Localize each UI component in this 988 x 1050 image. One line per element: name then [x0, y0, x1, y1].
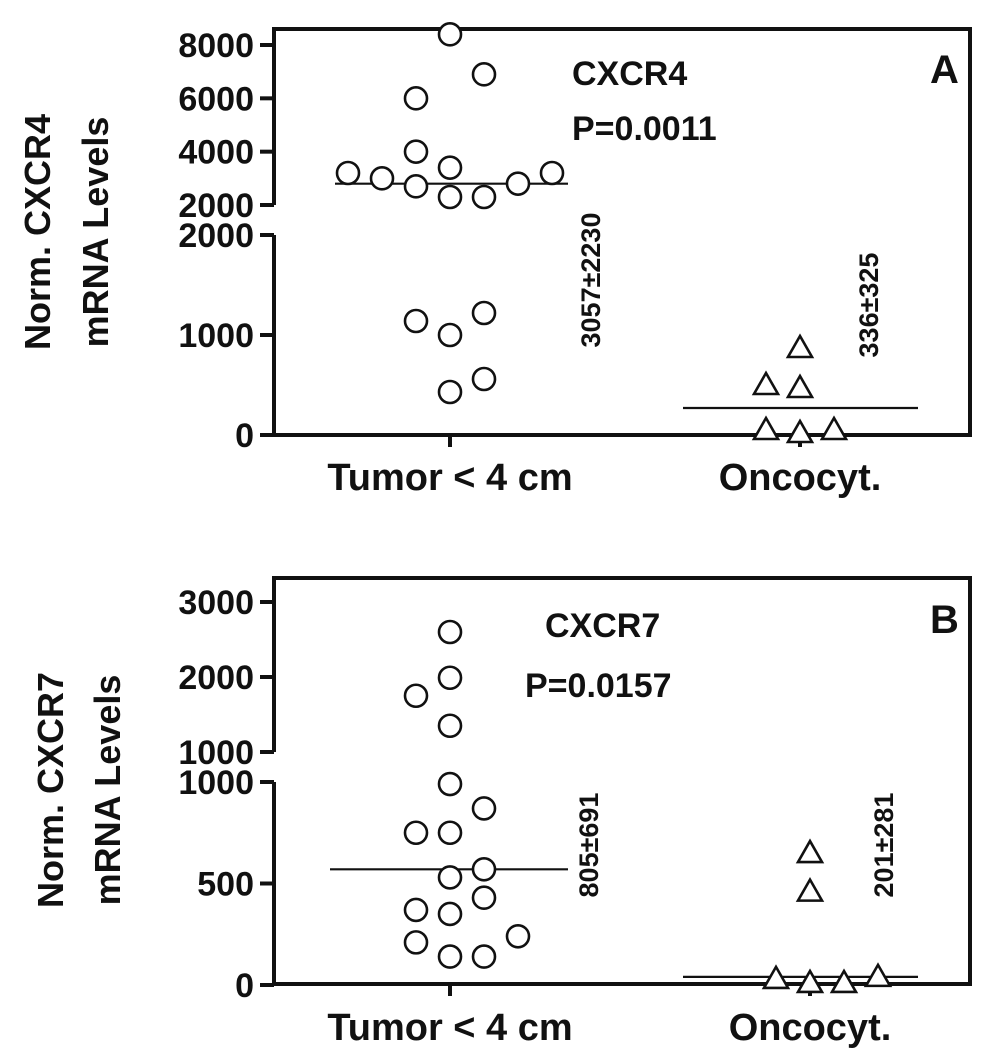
data-point-circle: [437, 820, 463, 846]
data-point-triangle: [761, 964, 791, 990]
data-point-circle: [403, 897, 429, 923]
data-point-circle: [335, 160, 361, 186]
data-point-triangle: [795, 876, 825, 902]
data-point-circle: [539, 160, 565, 186]
data-point-circle: [471, 944, 497, 969]
mean-sd-label: 3057±2230: [576, 213, 606, 348]
data-point-circle: [437, 379, 463, 405]
y-tick-label: 2000: [178, 659, 254, 697]
data-point-circle: [471, 796, 497, 821]
data-point-triangle: [829, 968, 859, 994]
data-point-circle: [403, 174, 429, 199]
data-point-triangle: [785, 373, 815, 399]
p-value-annotation: P=0.0157: [525, 667, 672, 705]
y-axis-label: mRNA Levels: [87, 675, 128, 906]
mean-sd-label: 336±325: [854, 253, 884, 358]
data-point-triangle: [863, 962, 893, 988]
data-point-triangle: [819, 415, 849, 441]
data-point-circle: [437, 771, 463, 797]
data-point-circle: [437, 322, 463, 348]
y-axis-label: Norm. CXCR4: [17, 114, 58, 350]
y-axis-label: mRNA Levels: [75, 117, 116, 348]
panel-letter: A: [930, 48, 959, 92]
data-point-circle: [403, 820, 429, 846]
data-point-triangle: [751, 415, 781, 441]
data-point-circle: [437, 155, 463, 180]
mean-sd-label: 201±281: [869, 793, 899, 898]
data-point-triangle: [751, 370, 781, 396]
data-point-circle: [437, 665, 463, 691]
data-point-circle: [437, 865, 463, 890]
data-point-circle: [471, 184, 497, 210]
data-point-circle: [437, 22, 463, 47]
y-tick-label: 8000: [178, 27, 254, 65]
y-tick-label: 1000: [178, 317, 254, 355]
data-point-circle: [471, 300, 497, 326]
data-point-circle: [403, 139, 429, 164]
data-point-circle: [437, 901, 463, 927]
data-point-circle: [403, 308, 429, 334]
data-point-triangle: [785, 333, 815, 359]
y-tick-label: 0: [235, 417, 254, 455]
chart-title: CXCR7: [545, 607, 660, 645]
y-tick-label: 4000: [178, 134, 254, 172]
y-tick-label: 1000: [178, 734, 254, 772]
y-tick-label: 1000: [178, 764, 254, 802]
y-tick-label: 2000: [178, 187, 254, 225]
data-point-circle: [471, 885, 497, 911]
data-point-triangle: [795, 838, 825, 864]
p-value-annotation: P=0.0011: [572, 110, 717, 148]
chart-title: CXCR4: [572, 55, 687, 93]
data-point-circle: [437, 944, 463, 969]
data-point-circle: [437, 619, 463, 645]
data-point-circle: [471, 856, 497, 882]
data-point-circle: [471, 366, 497, 392]
y-tick-label: 2000: [178, 217, 254, 255]
y-axis-label: Norm. CXCR7: [30, 672, 71, 908]
x-category-label: Oncocyt.: [719, 457, 882, 499]
plot-frame: [272, 576, 972, 986]
y-tick-label: 6000: [178, 80, 254, 118]
data-point-circle: [403, 683, 429, 709]
data-point-circle: [437, 713, 463, 739]
plot-frame: [272, 27, 972, 437]
mean-sd-label: 805±691: [574, 793, 604, 898]
y-tick-label: 0: [235, 967, 254, 1005]
data-point-circle: [403, 930, 429, 955]
data-point-circle: [505, 171, 531, 196]
data-point-triangle: [795, 968, 825, 994]
data-point-circle: [437, 184, 463, 210]
data-point-circle: [369, 166, 395, 191]
x-category-label: Tumor < 4 cm: [327, 457, 572, 499]
y-tick-label: 500: [197, 866, 254, 904]
y-tick-label: 3000: [178, 584, 254, 622]
data-point-circle: [505, 923, 531, 949]
x-category-label: Oncocyt.: [729, 1007, 892, 1049]
data-point-circle: [471, 62, 497, 87]
x-category-label: Tumor < 4 cm: [327, 1007, 572, 1049]
panel-letter: B: [930, 598, 959, 642]
data-point-circle: [403, 86, 429, 111]
data-point-triangle: [785, 418, 815, 444]
